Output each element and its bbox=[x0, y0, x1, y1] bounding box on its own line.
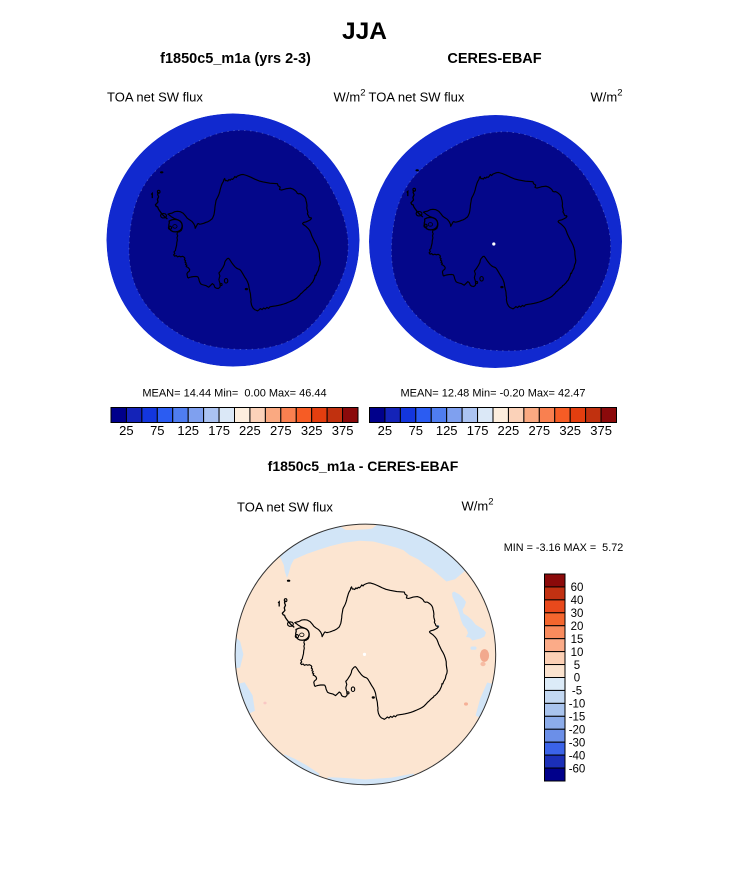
svg-text:325: 325 bbox=[301, 423, 323, 438]
svg-text:30: 30 bbox=[571, 608, 584, 620]
svg-text:MIN = -3.16 MAX = 5.72: MIN = -3.16 MAX = 5.72 bbox=[504, 542, 623, 554]
svg-text:W/m2: W/m2 bbox=[334, 88, 366, 105]
svg-text:175: 175 bbox=[467, 423, 489, 438]
svg-text:275: 275 bbox=[270, 423, 292, 438]
svg-text:225: 225 bbox=[498, 423, 520, 438]
svg-text:-20: -20 bbox=[569, 725, 586, 737]
svg-text:325: 325 bbox=[559, 423, 581, 438]
svg-text:125: 125 bbox=[177, 423, 199, 438]
svg-text:0: 0 bbox=[574, 673, 580, 685]
svg-text:5: 5 bbox=[574, 660, 580, 672]
svg-text:W/m2: W/m2 bbox=[591, 88, 623, 105]
svg-text:175: 175 bbox=[208, 423, 230, 438]
svg-text:TOA net SW flux: TOA net SW flux bbox=[369, 90, 465, 105]
svg-text:CERES-EBAF: CERES-EBAF bbox=[447, 51, 541, 67]
svg-text:275: 275 bbox=[528, 423, 550, 438]
svg-text:60: 60 bbox=[571, 582, 584, 594]
svg-text:-40: -40 bbox=[569, 750, 586, 762]
svg-text:10: 10 bbox=[571, 647, 584, 659]
svg-text:20: 20 bbox=[571, 621, 584, 633]
svg-text:-5: -5 bbox=[572, 686, 582, 698]
svg-text:-10: -10 bbox=[569, 699, 586, 711]
svg-text:375: 375 bbox=[590, 423, 612, 438]
svg-text:TOA net SW flux: TOA net SW flux bbox=[237, 500, 333, 515]
svg-text:MEAN= 14.44 Min= 0.00 Max= 46: MEAN= 14.44 Min= 0.00 Max= 46.44 bbox=[142, 388, 326, 400]
svg-text:40: 40 bbox=[571, 595, 584, 607]
svg-text:MEAN= 12.48 Min= -0.20 Max= 42: MEAN= 12.48 Min= -0.20 Max= 42.47 bbox=[401, 388, 586, 400]
svg-text:15: 15 bbox=[571, 634, 584, 646]
svg-text:225: 225 bbox=[239, 423, 261, 438]
svg-text:25: 25 bbox=[378, 423, 392, 438]
svg-text:75: 75 bbox=[150, 423, 164, 438]
svg-text:125: 125 bbox=[436, 423, 458, 438]
svg-text:75: 75 bbox=[409, 423, 423, 438]
svg-text:-60: -60 bbox=[569, 763, 586, 775]
svg-text:375: 375 bbox=[332, 423, 354, 438]
svg-text:-15: -15 bbox=[569, 712, 586, 724]
svg-text:f1850c5_m1a - CERES-EBAF: f1850c5_m1a - CERES-EBAF bbox=[268, 458, 459, 474]
svg-text:JJA: JJA bbox=[342, 18, 387, 45]
svg-text:W/m2: W/m2 bbox=[462, 497, 494, 514]
svg-text:f1850c5_m1a (yrs 2-3): f1850c5_m1a (yrs 2-3) bbox=[160, 51, 311, 67]
svg-text:TOA net SW flux: TOA net SW flux bbox=[107, 90, 203, 105]
svg-text:25: 25 bbox=[119, 423, 133, 438]
svg-text:-30: -30 bbox=[569, 737, 586, 749]
